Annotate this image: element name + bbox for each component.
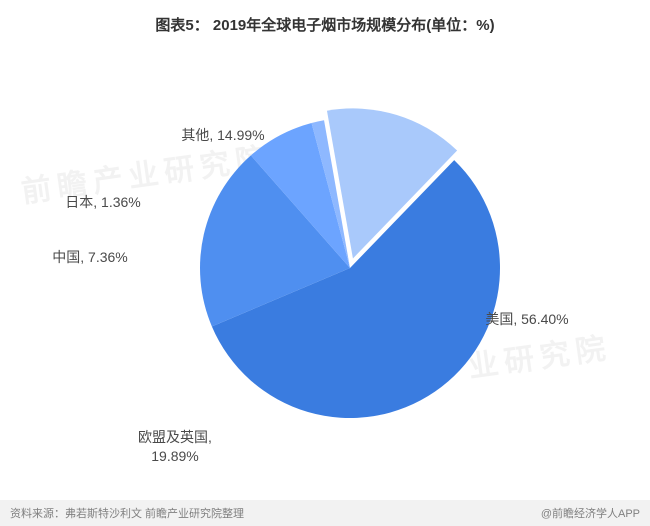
slice-label-eu: 欧盟及英国, 19.89% <box>120 428 230 466</box>
slice-label-japan: 日本, 1.36% <box>48 193 158 212</box>
slice-label-usa: 美国, 56.40% <box>472 310 582 329</box>
chart-area: 前瞻产业研究院 前瞻产业研究院 美国, 56.40%欧盟及英国, 19.89%中… <box>0 40 650 490</box>
footer-bar: 资料来源：弗若斯特沙利文 前瞻产业研究院整理 @前瞻经济学人APP <box>0 500 650 526</box>
slice-label-china: 中国, 7.36% <box>35 248 145 267</box>
brand-text: @前瞻经济学人APP <box>541 505 640 521</box>
pie-chart <box>190 108 490 408</box>
source-text: 资料来源：弗若斯特沙利文 前瞻产业研究院整理 <box>10 505 244 521</box>
chart-title: 图表5： 2019年全球电子烟市场规模分布(单位：%) <box>0 0 650 35</box>
slice-label-other: 其他, 14.99% <box>168 126 278 145</box>
